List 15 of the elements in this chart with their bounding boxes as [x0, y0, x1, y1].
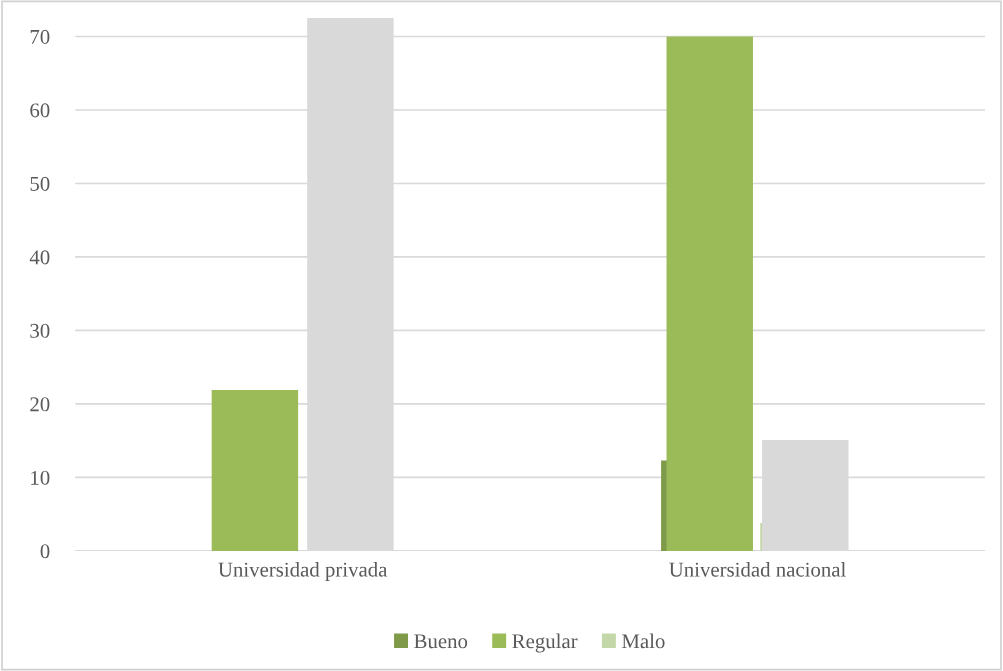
- y-tick-label: 10: [31, 470, 50, 485]
- legend-label: Regular: [512, 633, 578, 653]
- y-tick-label: 70: [30, 29, 50, 44]
- y-tick-label: 40: [29, 250, 50, 265]
- y-tick-label: 30: [30, 323, 50, 338]
- x-tick-label: Universidad privada: [218, 562, 388, 581]
- y-tick-label: 0: [40, 544, 50, 559]
- legend-label: Bueno: [414, 634, 468, 649]
- bar: [666, 36, 753, 551]
- x-tick-label: Universidad nacional: [669, 562, 846, 577]
- y-tick-label: 20: [30, 397, 50, 412]
- y-tick-label: 50: [30, 176, 50, 191]
- bar: [211, 389, 299, 551]
- legend-label: Malo: [621, 633, 665, 649]
- y-tick-label: 60: [30, 103, 50, 118]
